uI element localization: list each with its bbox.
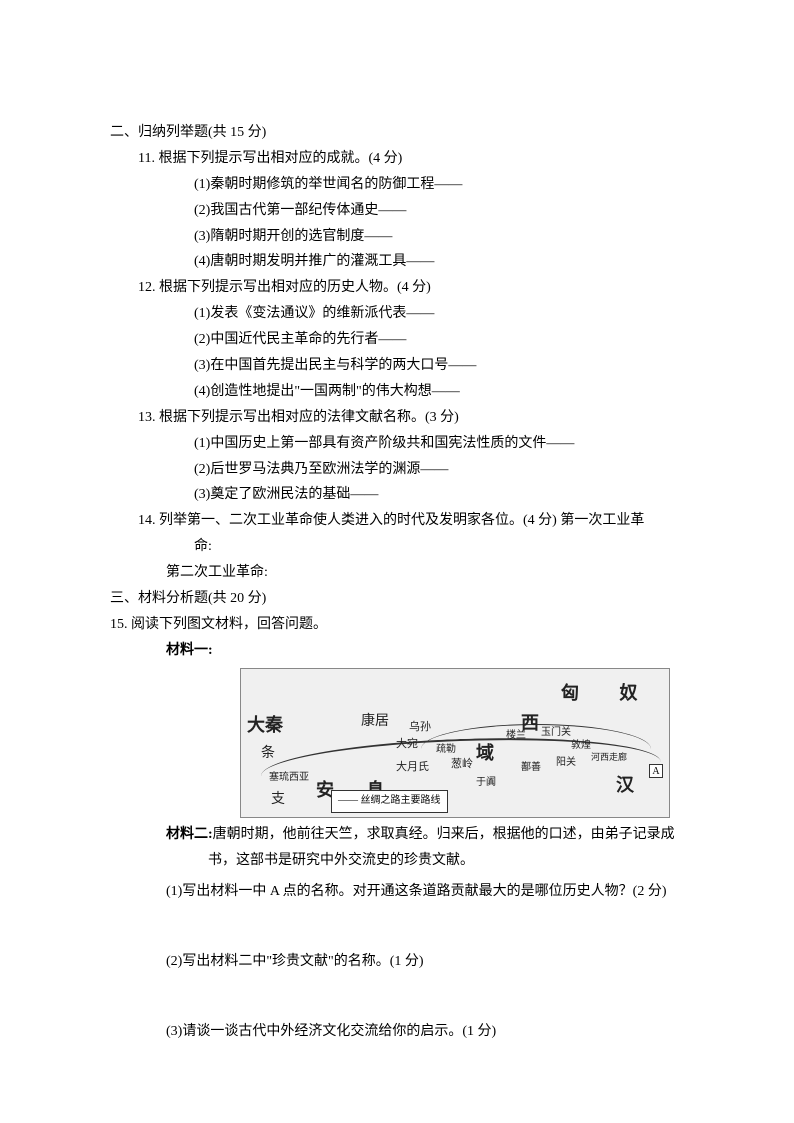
map-label-kangju: 康居	[361, 709, 389, 735]
q11-item-3: (3)隋朝时期开创的选官制度——	[194, 224, 684, 250]
map-label-shanshan: 鄯善	[521, 759, 541, 778]
q15-sub1: (1)写出材料一中 A 点的名称。对开通这条道路贡献最大的是哪位历史人物？(2 …	[166, 879, 684, 905]
map-label-zhi: 支	[271, 787, 285, 813]
map-container: 大秦 条 支 塞琉西亚 安 息 康居 大宛 乌孙 大月氏 葱岭 疏勒 于阗 鄯善…	[240, 668, 670, 818]
q11-item-1: (1)秦朝时期修筑的举世闻名的防御工程——	[194, 172, 684, 198]
q11-stem: 11. 根据下列提示写出相对应的成就。(4 分)	[138, 146, 684, 172]
map-label-tiao: 条	[261, 741, 275, 767]
q14-line3: 第二次工业革命:	[166, 560, 684, 586]
map-label-yutian: 于阗	[476, 774, 496, 793]
q15-sub2: (2)写出材料二中"珍贵文献"的名称。(1 分)	[166, 949, 684, 975]
q12-item-4: (4)创造性地提出"一国两制"的伟大构想——	[194, 379, 684, 405]
q14-line2: 命:	[194, 534, 684, 560]
material-2-text2: 书，这部书是研究中外交流史的珍贵文献。	[208, 848, 684, 874]
q13-item-2: (2)后世罗马法典乃至欧洲法学的渊源——	[194, 457, 684, 483]
silk-road-map: 大秦 条 支 塞琉西亚 安 息 康居 大宛 乌孙 大月氏 葱岭 疏勒 于阗 鄯善…	[240, 668, 670, 818]
material-2-text1: 唐朝时期，他前往天竺，求取真经。归来后，根据他的口述，由弟子记录成	[213, 827, 675, 842]
section-2-header: 二、归纳列举题(共 15 分)	[110, 120, 684, 146]
material-1-label: 材料一:	[166, 638, 684, 664]
map-label-yu: 域	[476, 737, 494, 770]
material-2-label: 材料二:	[166, 827, 213, 842]
map-label-sailiuxiya: 塞琉西亚	[269, 769, 309, 788]
section-3-header: 三、材料分析题(共 20 分)	[110, 586, 684, 612]
map-label-xi: 西	[521, 707, 539, 740]
material-2-line1: 材料二:唐朝时期，他前往天竺，求取真经。归来后，根据他的口述，由弟子记录成	[166, 822, 684, 848]
q14-line1: 14. 列举第一、二次工业革命使人类进入的时代及发明家各位。(4 分) 第一次工…	[138, 508, 684, 534]
q15-stem: 15. 阅读下列图文材料，回答问题。	[110, 612, 684, 638]
map-legend: —— 丝绸之路主要路线	[331, 790, 448, 813]
map-label-han: 汉	[616, 769, 634, 802]
q11-item-2: (2)我国古代第一部纪传体通史——	[194, 198, 684, 224]
map-label-yangguan: 阳关	[556, 754, 576, 773]
q12-item-1: (1)发表《变法通议》的维新派代表——	[194, 301, 684, 327]
map-label-hexi: 河西走廊	[591, 749, 627, 766]
map-label-dunhuang: 敦煌	[571, 737, 591, 756]
q15-sub3: (3)请谈一谈古代中外经济文化交流给你的启示。(1 分)	[166, 1019, 684, 1045]
map-label-xiongnu: 匈 奴	[561, 677, 656, 710]
map-label-daqin-1: 大秦	[247, 709, 283, 742]
q13-stem: 13. 根据下列提示写出相对应的法律文献名称。(3 分)	[138, 405, 684, 431]
map-label-yumen: 玉门关	[541, 724, 571, 743]
q13-item-1: (1)中国历史上第一部具有资产阶级共和国宪法性质的文件——	[194, 431, 684, 457]
map-point-A: A	[649, 764, 663, 778]
q12-stem: 12. 根据下列提示写出相对应的历史人物。(4 分)	[138, 275, 684, 301]
q13-item-3: (3)奠定了欧洲民法的基础——	[194, 482, 684, 508]
q11-item-4: (4)唐朝时期发明并推广的灌溉工具——	[194, 249, 684, 275]
map-label-shule: 疏勒	[436, 741, 456, 760]
map-label-wusun: 乌孙	[409, 717, 431, 737]
q12-item-3: (3)在中国首先提出民主与科学的两大口号——	[194, 353, 684, 379]
map-label-dayuezhi: 大月氏	[396, 757, 429, 777]
q12-item-2: (2)中国近代民主革命的先行者——	[194, 327, 684, 353]
